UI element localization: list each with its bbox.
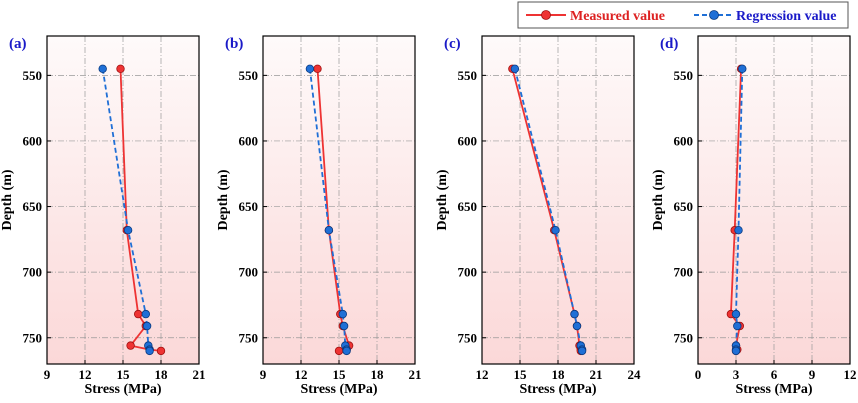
y-tick-label: 600 — [674, 133, 694, 148]
plot-area — [482, 36, 634, 364]
x-tick-label: 15 — [514, 367, 528, 382]
x-tick-label: 9 — [44, 367, 51, 382]
x-tick-label: 12 — [79, 367, 92, 382]
x-tick-label: 15 — [117, 367, 131, 382]
regression-point — [324, 225, 334, 235]
measured-point — [126, 341, 135, 350]
measured-point — [313, 64, 322, 73]
regression-point — [339, 321, 349, 331]
y-tick-label: 550 — [674, 68, 694, 83]
legend-measured-marker — [541, 10, 551, 20]
x-axis-label: Stress (MPa) — [519, 382, 596, 397]
y-tick-label: 750 — [239, 330, 259, 345]
measured-point — [116, 64, 125, 73]
x-tick-label: 24 — [628, 367, 642, 382]
legend-measured-label: Measured value — [570, 9, 665, 24]
y-tick-label: 700 — [23, 265, 43, 280]
regression-point — [141, 309, 150, 319]
regression-point — [572, 321, 582, 331]
regression-point — [731, 346, 741, 356]
x-tick-label: 12 — [295, 367, 308, 382]
y-tick-label: 650 — [674, 199, 694, 214]
x-tick-label: 21 — [590, 367, 603, 382]
panel-a: 9 12 15 18 21 550 600 650 700 750 Stress (MPa) Dept… — [0, 35, 206, 397]
y-tick-label: 550 — [239, 68, 259, 83]
regression-point — [731, 309, 741, 319]
legend-box — [517, 1, 849, 29]
regression-point — [570, 309, 579, 319]
regression-point — [733, 321, 742, 331]
y-axis-label: Depth (m) — [435, 169, 450, 230]
legend: Measured value Regression value — [517, 1, 849, 29]
y-tick-label: 700 — [239, 265, 259, 280]
x-tick-label: 18 — [155, 367, 169, 382]
x-tick-label: 18 — [371, 367, 385, 382]
regression-point — [142, 321, 152, 331]
regression-point — [738, 64, 747, 73]
x-axis-label: Stress (MPa) — [735, 382, 812, 397]
panel-b: 9 12 15 18 21 550 600 650 700 750 Stress (MPa) Dept… — [216, 35, 422, 397]
y-tick-label: 750 — [23, 330, 43, 345]
x-tick-label: 21 — [193, 367, 206, 382]
regression-point — [98, 64, 107, 73]
plot-area — [698, 36, 850, 364]
x-tick-label: 21 — [409, 367, 422, 382]
x-tick-label: 15 — [333, 367, 347, 382]
panel-d: 0 3 6 9 12 550 600 650 700 750 Stress (MPa) Depth (… — [651, 35, 857, 397]
x-tick-label: 9 — [809, 367, 816, 382]
panels: 9 12 15 18 21 550 600 650 700 750 Stress (MPa) Dept… — [0, 35, 857, 397]
x-tick-label: 3 — [733, 367, 740, 382]
measured-point — [133, 309, 143, 319]
x-tick-label: 6 — [771, 367, 778, 382]
x-axis-label: Stress (MPa) — [300, 382, 377, 397]
legend-regression-marker — [709, 10, 719, 20]
measured-point — [334, 346, 344, 356]
y-tick-label: 750 — [458, 330, 478, 345]
y-tick-label: 600 — [23, 133, 43, 148]
regression-point — [123, 225, 133, 235]
y-axis-label: Depth (m) — [216, 169, 231, 230]
x-tick-label: 9 — [260, 367, 267, 382]
regression-point — [734, 225, 743, 235]
panel-label: (c) — [444, 36, 461, 52]
y-tick-label: 650 — [239, 199, 259, 214]
y-tick-label: 750 — [674, 330, 694, 345]
x-tick-label: 12 — [844, 367, 857, 382]
regression-point — [145, 346, 154, 356]
regression-point — [551, 225, 560, 235]
panel-c: 12 15 18 21 24 550 600 650 700 750 Stress (MPa) Dep… — [435, 35, 642, 397]
measured-point — [156, 346, 166, 356]
panel-label: (d) — [660, 36, 678, 52]
y-tick-label: 700 — [458, 265, 478, 280]
y-tick-label: 600 — [458, 133, 478, 148]
regression-point — [577, 346, 587, 356]
x-tick-label: 0 — [695, 367, 702, 382]
y-tick-label: 650 — [23, 199, 43, 214]
y-axis-label: Depth (m) — [651, 169, 666, 230]
y-tick-label: 650 — [458, 199, 478, 214]
regression-point — [338, 309, 347, 319]
x-tick-label: 12 — [476, 367, 489, 382]
regression-point — [342, 346, 351, 356]
y-axis-label: Depth (m) — [0, 169, 15, 230]
panel-label: (a) — [9, 36, 27, 52]
y-tick-label: 550 — [23, 68, 43, 83]
x-axis-label: Stress (MPa) — [84, 382, 161, 397]
regression-point — [510, 64, 520, 73]
panel-label: (b) — [225, 36, 243, 52]
regression-point — [305, 64, 315, 73]
y-tick-label: 600 — [239, 133, 259, 148]
y-tick-label: 550 — [458, 68, 478, 83]
legend-regression-label: Regression value — [736, 9, 836, 24]
y-tick-label: 700 — [674, 265, 694, 280]
x-tick-label: 18 — [552, 367, 566, 382]
